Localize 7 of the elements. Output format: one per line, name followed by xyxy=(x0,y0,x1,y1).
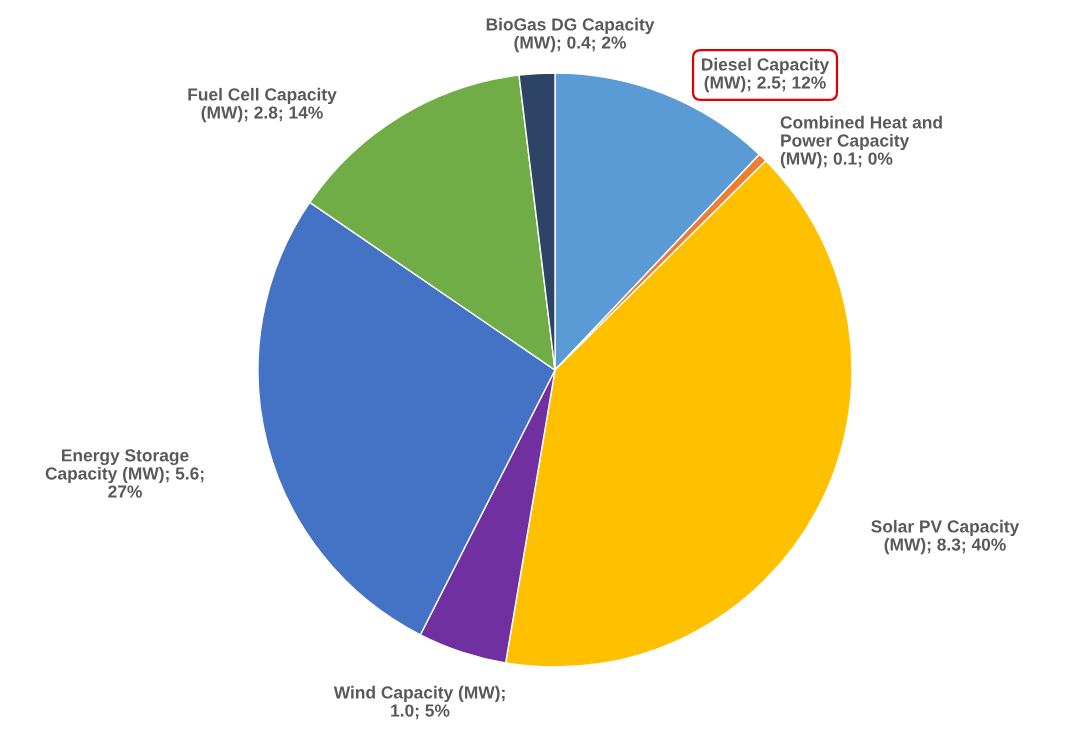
slice-label: Energy Storage Capacity (MW); 5.6; 27% xyxy=(45,449,204,498)
slice-label: Fuel Cell Capacity (MW); 2.8; 14% xyxy=(188,87,337,123)
slice-label: Combined Heat and Power Capacity (MW); 0.1; 0% xyxy=(780,115,942,169)
slice-label: Diesel Capacity (MW); 2.5; 12% xyxy=(701,57,830,93)
slice-label: Solar PV Capacity (MW); 8.3; 40% xyxy=(871,519,1020,555)
slice-label: Wind Capacity (MW); 1.0; 5% xyxy=(333,685,505,720)
slice-label: BioGas DG Capacity (MW); 0.4; 2% xyxy=(486,17,655,53)
